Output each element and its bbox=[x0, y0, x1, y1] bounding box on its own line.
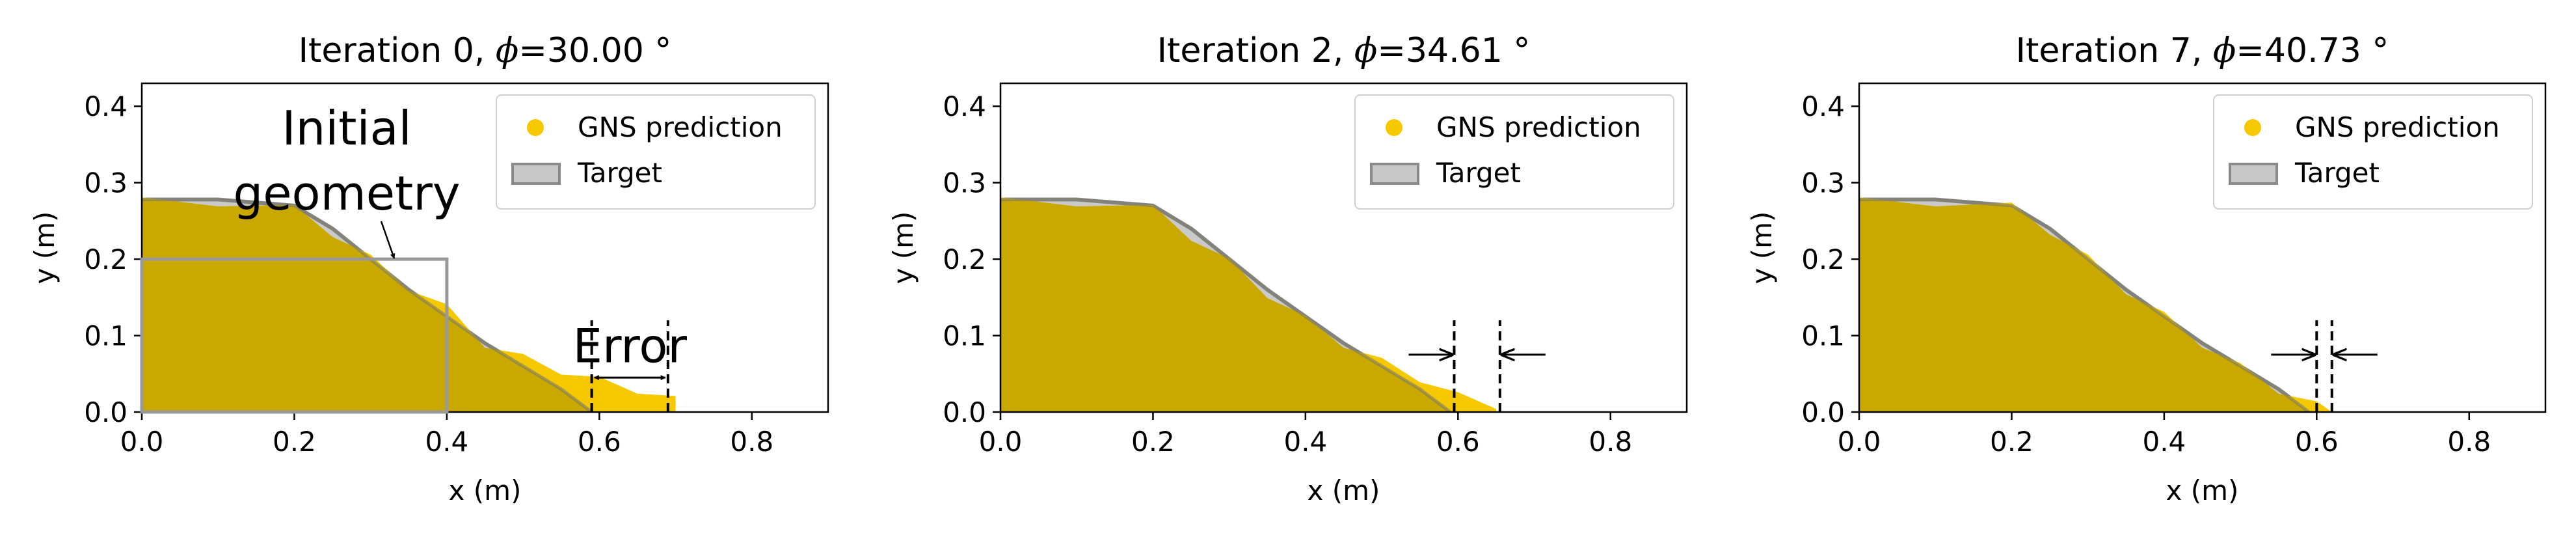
chart-title-value: =30.00 ° bbox=[518, 31, 671, 70]
legend-label-target: Target bbox=[2294, 157, 2380, 189]
chart-title-phi: ϕ bbox=[2213, 31, 2236, 70]
legend-box bbox=[1354, 94, 1674, 210]
initial-geometry-box bbox=[140, 257, 449, 414]
x-tick-label: 0.2 bbox=[1990, 426, 2033, 458]
legend: GNS prediction Target bbox=[2213, 94, 2533, 210]
plot-area bbox=[1859, 197, 2332, 412]
chart-title: Iteration 2, ϕ=34.61 ° bbox=[1157, 31, 1531, 70]
legend-marker-target bbox=[511, 163, 561, 185]
chart-title-phi: ϕ bbox=[1354, 31, 1377, 70]
initial-geometry-label-line2: geometry bbox=[234, 166, 461, 221]
legend-label-gns-prediction: GNS prediction bbox=[578, 111, 783, 143]
target-outline bbox=[1000, 198, 1452, 412]
y-tick-label: 0.4 bbox=[1801, 90, 1845, 122]
target-outline bbox=[1859, 198, 2311, 412]
y-tick-label: 0.2 bbox=[1801, 243, 1845, 275]
overlap-area bbox=[142, 199, 592, 412]
legend: GNS prediction Target bbox=[1354, 94, 1674, 210]
x-tick-label: 0.2 bbox=[273, 426, 316, 458]
legend-marker-target bbox=[1370, 163, 1419, 185]
axes-frame bbox=[999, 82, 1688, 413]
chart-title-phi: ϕ bbox=[496, 31, 518, 70]
y-tick-label: 0.1 bbox=[943, 320, 986, 352]
x-tick-label: 0.6 bbox=[2295, 426, 2339, 458]
legend-box bbox=[496, 94, 816, 210]
x-tick-label: 0.6 bbox=[578, 426, 621, 458]
axes-frame bbox=[141, 82, 829, 413]
legend-marker-gns-prediction bbox=[1386, 119, 1402, 136]
x-tick-label: 0.4 bbox=[425, 426, 468, 458]
initial-geometry-arrow bbox=[380, 221, 396, 259]
axes-frame bbox=[1858, 82, 2547, 413]
x-tick-label: 0.0 bbox=[120, 426, 164, 458]
y-tick-label: 0.2 bbox=[84, 243, 127, 275]
y-tick-label: 0.3 bbox=[1801, 167, 1845, 199]
chart-panel-2: Iteration 7, ϕ=40.73 ° 0.0 0.2 0.4 0.6 0.8 0.0… bbox=[1746, 31, 2547, 506]
y-tick-label: 0.4 bbox=[943, 90, 986, 122]
y-tick-label: 0.2 bbox=[943, 243, 986, 275]
y-tick-label: 0.1 bbox=[84, 320, 127, 352]
y-tick-label: 0.4 bbox=[84, 90, 127, 122]
chart-title: Iteration 0, ϕ=30.00 ° bbox=[299, 31, 672, 70]
legend-label-target: Target bbox=[577, 157, 662, 189]
legend: GNS prediction Target bbox=[496, 94, 816, 210]
x-tick-label: 0.4 bbox=[1283, 426, 1327, 458]
x-tick-label: 0.4 bbox=[2142, 426, 2186, 458]
initial-geometry-label-line1: Initial bbox=[282, 101, 411, 156]
y-tick-label: 0.0 bbox=[943, 396, 986, 428]
overlap-group bbox=[1000, 199, 1451, 412]
overlap-area bbox=[1859, 199, 2309, 412]
target-outline bbox=[142, 198, 593, 412]
legend-label-gns-prediction: GNS prediction bbox=[1436, 111, 1641, 143]
overlap-area bbox=[1000, 199, 1451, 412]
overlap-group bbox=[1859, 199, 2309, 412]
chart-title-prefix: Iteration 7, bbox=[2016, 31, 2213, 70]
chart-title: Iteration 7, ϕ=40.73 ° bbox=[2016, 31, 2389, 70]
overlap-group bbox=[142, 199, 592, 412]
x-tick-label: 0.0 bbox=[979, 426, 1023, 458]
plot-area bbox=[1000, 197, 1496, 412]
x-tick-label: 0.6 bbox=[1436, 426, 1480, 458]
chart-title-value: =40.73 ° bbox=[2236, 31, 2389, 70]
legend-label-gns-prediction: GNS prediction bbox=[2295, 111, 2500, 143]
y-tick-label: 0.0 bbox=[1801, 396, 1845, 428]
legend-marker-target bbox=[2229, 163, 2278, 185]
y-tick-label: 0.3 bbox=[84, 167, 127, 199]
y-axis-label: y (m) bbox=[887, 212, 919, 284]
chart-title-prefix: Iteration 0, bbox=[299, 31, 496, 70]
chart-panel-1: Iteration 2, ϕ=34.61 ° 0.0 0.2 0.4 0.6 0.8 0.0… bbox=[887, 31, 1688, 506]
x-tick-label: 0.0 bbox=[1838, 426, 1881, 458]
legend-marker-gns-prediction bbox=[527, 119, 544, 136]
x-tick-label: 0.2 bbox=[1131, 426, 1175, 458]
x-tick-label: 0.8 bbox=[2447, 426, 2491, 458]
chart-panel-0: Iteration 0, ϕ=30.00 ° 0.0 0.2 0.4 0.6 0.8 0.0… bbox=[29, 31, 829, 506]
legend-marker-gns-prediction bbox=[2244, 119, 2261, 136]
legend-box bbox=[2213, 94, 2533, 210]
error-label: Error bbox=[572, 319, 687, 374]
x-axis-label: x (m) bbox=[2166, 475, 2239, 506]
y-tick-label: 0.3 bbox=[943, 167, 986, 199]
chart-title-prefix: Iteration 2, bbox=[1157, 31, 1354, 70]
y-tick-label: 0.1 bbox=[1801, 320, 1845, 352]
chart-title-value: =34.61 ° bbox=[1377, 31, 1530, 70]
plot-area bbox=[142, 197, 676, 412]
x-axis-label: x (m) bbox=[1308, 475, 1380, 506]
x-tick-label: 0.8 bbox=[730, 426, 773, 458]
x-tick-label: 0.8 bbox=[1589, 426, 1632, 458]
y-tick-label: 0.0 bbox=[84, 396, 127, 428]
x-axis-label: x (m) bbox=[449, 475, 522, 506]
y-axis-label: y (m) bbox=[29, 212, 60, 284]
legend-label-target: Target bbox=[1436, 157, 1521, 189]
y-axis-label: y (m) bbox=[1746, 212, 1778, 284]
